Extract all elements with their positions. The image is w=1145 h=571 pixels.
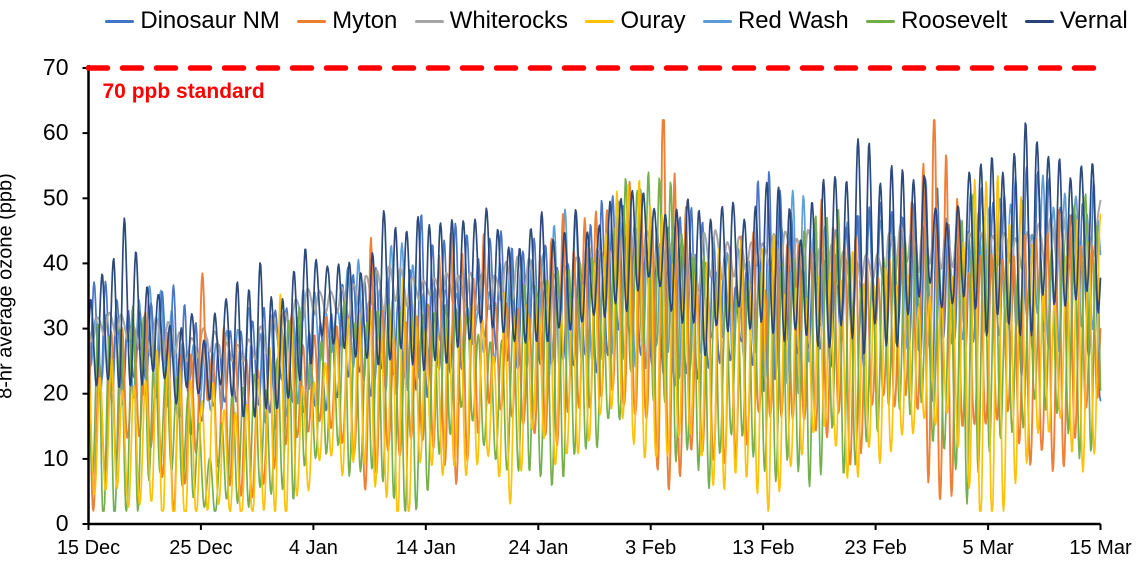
svg-text:60: 60: [43, 119, 69, 145]
svg-text:20: 20: [43, 380, 69, 406]
svg-text:24 Jan: 24 Jan: [508, 537, 568, 559]
svg-text:14 Jan: 14 Jan: [396, 537, 456, 559]
svg-text:10: 10: [43, 445, 69, 471]
svg-text:4 Jan: 4 Jan: [289, 537, 338, 559]
svg-text:15 Dec: 15 Dec: [57, 537, 120, 559]
svg-text:23 Feb: 23 Feb: [844, 537, 906, 559]
svg-text:70: 70: [43, 54, 69, 80]
svg-text:15 Mar: 15 Mar: [1069, 537, 1132, 559]
svg-text:5 Mar: 5 Mar: [963, 537, 1014, 559]
svg-text:50: 50: [43, 184, 69, 210]
svg-text:13 Feb: 13 Feb: [732, 537, 794, 559]
svg-text:40: 40: [43, 249, 69, 275]
svg-text:25 Dec: 25 Dec: [169, 537, 232, 559]
svg-text:0: 0: [56, 510, 69, 536]
svg-text:70 ppb standard: 70 ppb standard: [103, 80, 265, 103]
svg-text:3 Feb: 3 Feb: [625, 537, 676, 559]
svg-text:30: 30: [43, 315, 69, 341]
